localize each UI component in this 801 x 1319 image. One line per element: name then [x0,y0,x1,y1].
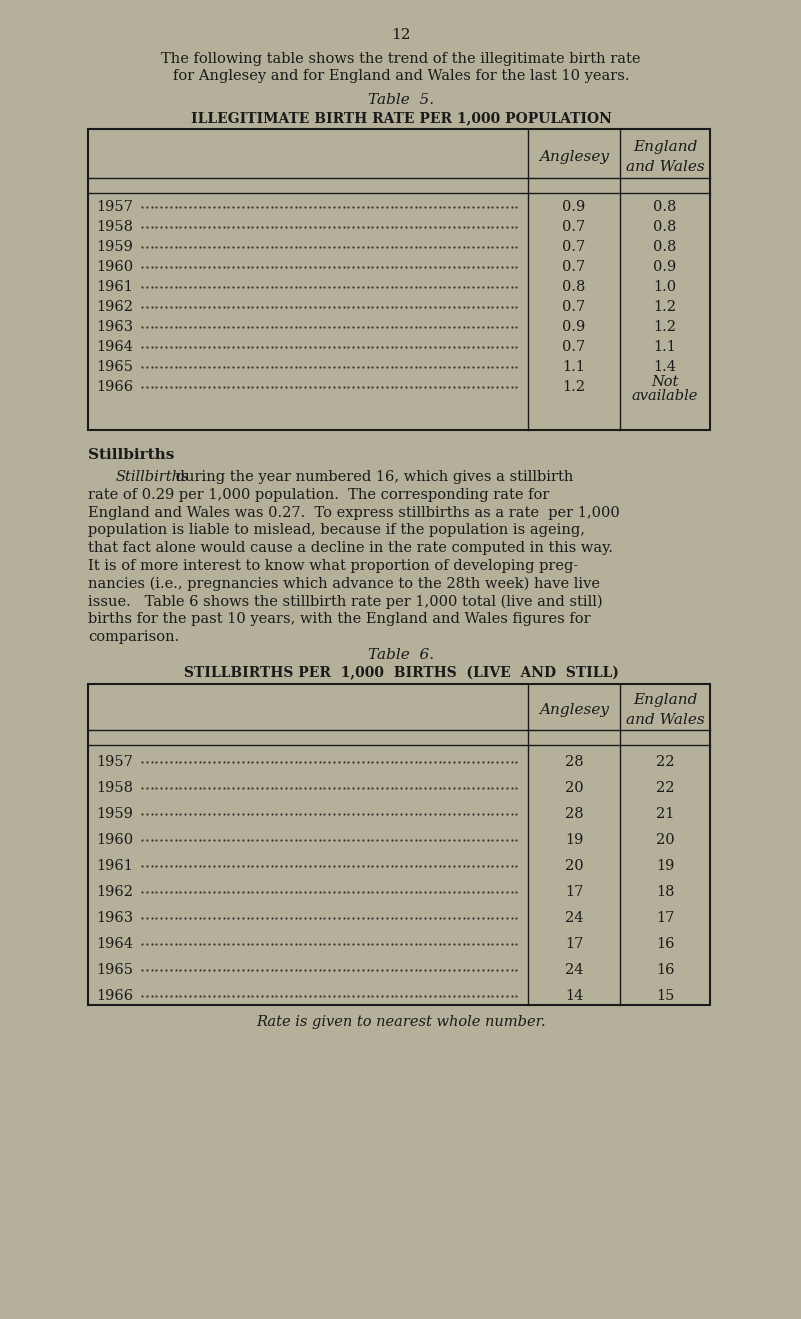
Text: 1959: 1959 [96,240,133,255]
Text: available: available [632,389,698,404]
Text: comparison.: comparison. [88,630,179,644]
Text: for Anglesey and for England and Wales for the last 10 years.: for Anglesey and for England and Wales f… [173,69,630,83]
Text: rate of 0.29 per 1,000 population.  The corresponding rate for: rate of 0.29 per 1,000 population. The c… [88,488,549,501]
Text: 28: 28 [565,807,583,820]
Text: 1962: 1962 [96,885,133,900]
Text: 0.9: 0.9 [654,260,677,274]
Text: Anglesey: Anglesey [539,703,609,718]
Text: 17: 17 [656,911,674,925]
Text: 1.2: 1.2 [654,299,677,314]
Text: STILLBIRTHS PER  1,000  BIRTHS  (LIVE  AND  STILL): STILLBIRTHS PER 1,000 BIRTHS (LIVE AND S… [183,666,618,681]
Text: 24: 24 [565,963,583,977]
Text: 1957: 1957 [96,200,133,214]
Text: Anglesey: Anglesey [539,150,609,164]
Text: 0.8: 0.8 [654,200,677,214]
Text: 21: 21 [656,807,674,820]
Text: 16: 16 [656,936,674,951]
Text: nancies (i.e., pregnancies which advance to the 28th week) have live: nancies (i.e., pregnancies which advance… [88,576,600,591]
Text: 1962: 1962 [96,299,133,314]
Text: 1965: 1965 [96,963,133,977]
Text: 19: 19 [656,859,674,873]
Text: 0.7: 0.7 [562,260,586,274]
Text: 1964: 1964 [96,340,133,353]
Text: 1966: 1966 [96,989,133,1002]
Text: 0.7: 0.7 [562,220,586,233]
Text: 0.7: 0.7 [562,240,586,255]
Text: 0.7: 0.7 [562,340,586,353]
Text: 22: 22 [656,754,674,769]
Text: ILLEGITIMATE BIRTH RATE PER 1,000 POPULATION: ILLEGITIMATE BIRTH RATE PER 1,000 POPULA… [191,111,611,125]
Text: 1963: 1963 [96,911,133,925]
Text: The following table shows the trend of the illegitimate birth rate: The following table shows the trend of t… [161,51,641,66]
Text: 1.2: 1.2 [654,321,677,334]
Text: population is liable to mislead, because if the population is ageing,: population is liable to mislead, because… [88,524,585,537]
Text: Stillbirths: Stillbirths [88,448,175,462]
Text: 1965: 1965 [96,360,133,375]
Text: 24: 24 [565,911,583,925]
Text: 15: 15 [656,989,674,1002]
Text: Table  5.: Table 5. [368,94,434,107]
Text: 1961: 1961 [96,859,133,873]
Text: 20: 20 [565,859,583,873]
Text: 17: 17 [565,936,583,951]
Text: and Wales: and Wales [626,160,704,174]
Text: and Wales: and Wales [626,714,704,727]
Text: 22: 22 [656,781,674,795]
Text: 20: 20 [565,781,583,795]
Text: 16: 16 [656,963,674,977]
Text: 1.0: 1.0 [654,280,677,294]
Text: 1966: 1966 [96,380,133,394]
Text: 1960: 1960 [96,834,133,847]
Text: 1959: 1959 [96,807,133,820]
Text: 1.4: 1.4 [654,360,677,375]
Text: 12: 12 [391,28,411,42]
Text: England: England [633,692,697,707]
Text: England and Wales was 0.27.  To express stillbirths as a rate  per 1,000: England and Wales was 0.27. To express s… [88,505,620,520]
Text: 18: 18 [656,885,674,900]
Text: Stillbirths: Stillbirths [116,470,190,484]
Text: 1.1: 1.1 [562,360,586,375]
Text: 20: 20 [656,834,674,847]
Text: 1958: 1958 [96,781,133,795]
Text: 1961: 1961 [96,280,133,294]
Text: 19: 19 [565,834,583,847]
Text: England: England [633,140,697,154]
Text: 14: 14 [565,989,583,1002]
Text: 0.8: 0.8 [654,240,677,255]
Text: 1.2: 1.2 [562,380,586,394]
Text: that fact alone would cause a decline in the rate computed in this way.: that fact alone would cause a decline in… [88,541,613,555]
Text: 0.9: 0.9 [562,321,586,334]
Text: 1964: 1964 [96,936,133,951]
Text: 1963: 1963 [96,321,133,334]
Text: Not: Not [651,375,678,389]
Text: during the year numbered 16, which gives a stillbirth: during the year numbered 16, which gives… [171,470,574,484]
Text: 0.8: 0.8 [562,280,586,294]
Text: 17: 17 [565,885,583,900]
Text: 28: 28 [565,754,583,769]
Text: 0.8: 0.8 [654,220,677,233]
Text: issue.   Table 6 shows the stillbirth rate per 1,000 total (live and still): issue. Table 6 shows the stillbirth rate… [88,595,602,609]
Text: births for the past 10 years, with the England and Wales figures for: births for the past 10 years, with the E… [88,612,590,627]
Text: It is of more interest to know what proportion of developing preg-: It is of more interest to know what prop… [88,559,578,572]
Text: Rate is given to nearest whole number.: Rate is given to nearest whole number. [256,1016,545,1029]
Text: 1958: 1958 [96,220,133,233]
Text: 0.9: 0.9 [562,200,586,214]
Text: 1957: 1957 [96,754,133,769]
Text: 0.7: 0.7 [562,299,586,314]
Text: 1960: 1960 [96,260,133,274]
Text: 1.1: 1.1 [654,340,676,353]
Text: Table  6.: Table 6. [368,648,434,662]
